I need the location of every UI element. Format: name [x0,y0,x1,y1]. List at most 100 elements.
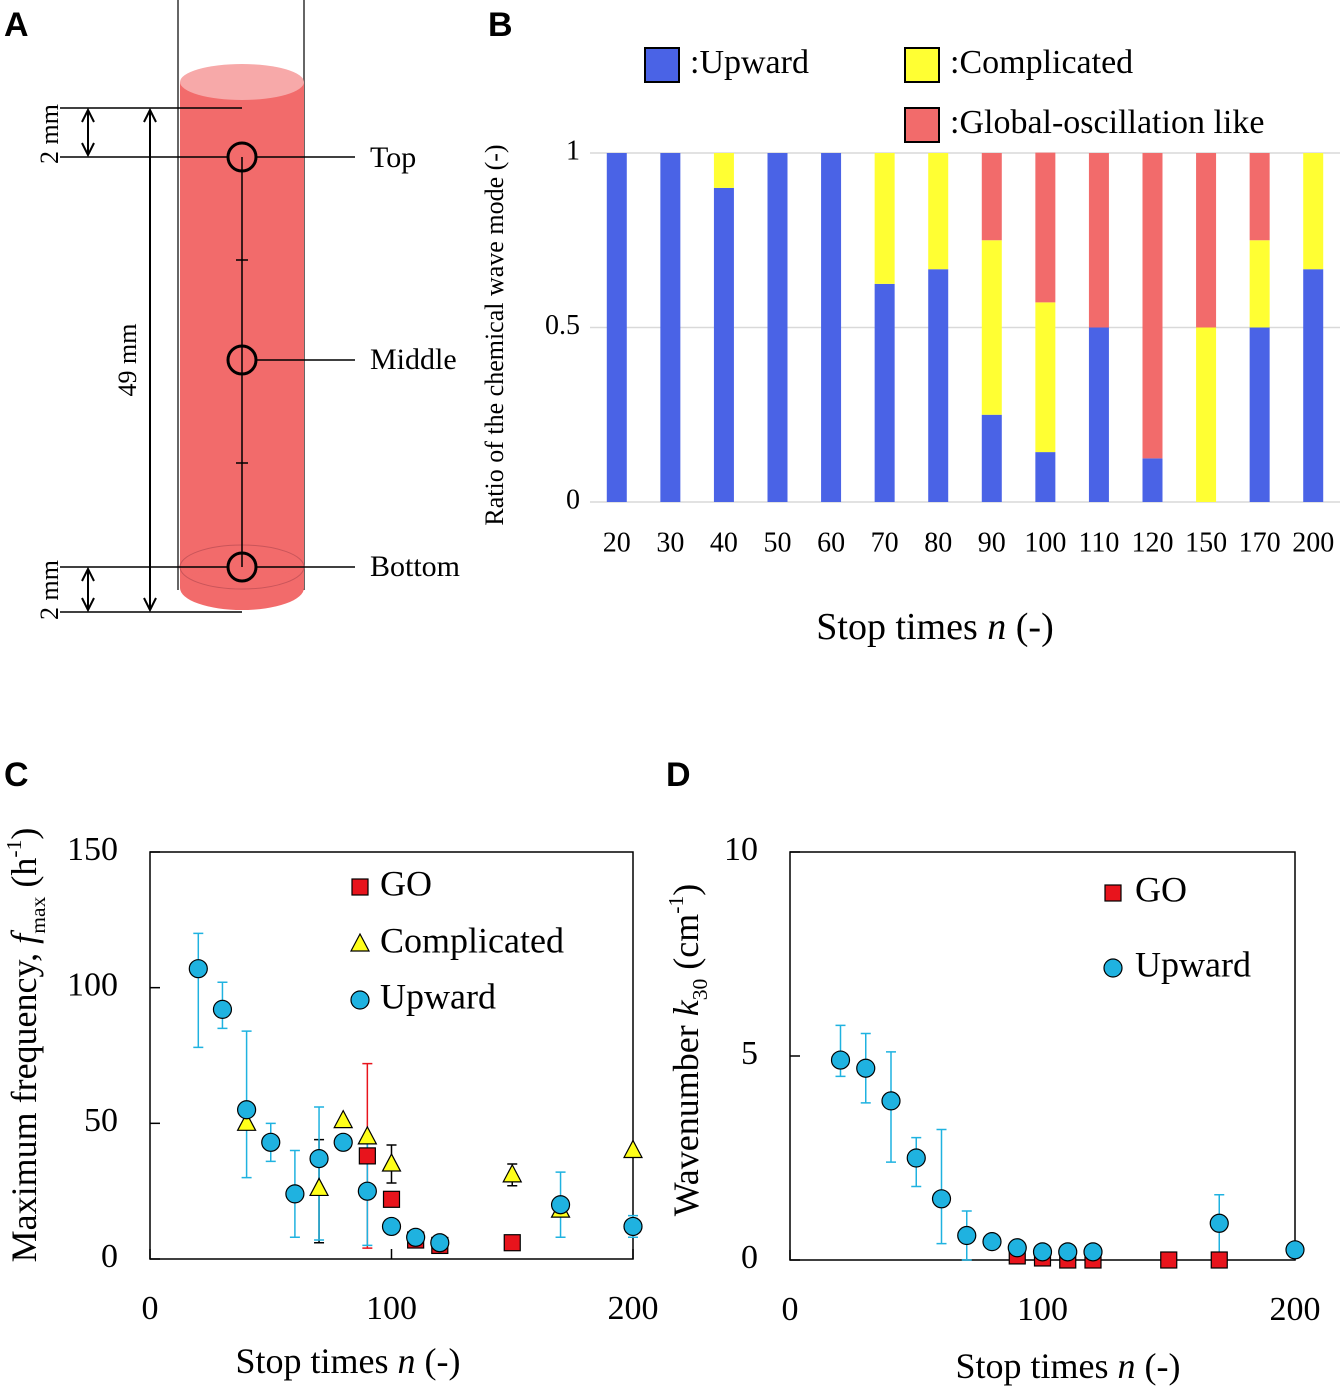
point-label: Top [370,141,416,174]
marker-triangle [236,1112,257,1131]
bar-segment [713,153,734,188]
marker-circle [1007,1238,1027,1258]
x-tick-label: 200 [1270,1291,1321,1328]
bar-segment [874,153,895,284]
y-tick-label: 50 [84,1102,118,1139]
marker-circle [357,1181,377,1201]
column-bottom [180,566,304,610]
bar-segment [981,414,1002,502]
marker-circle [261,1132,281,1152]
axis-label: Stop times n (-) [956,1346,1181,1386]
marker-circle [982,1232,1002,1252]
label-part: n [1118,1346,1136,1386]
marker-triangle [333,1109,354,1129]
x-tick-label: 100 [1017,1291,1068,1328]
x-tick-label: 80 [924,527,952,558]
bar-segment [1088,327,1109,502]
axis-label: Wavenumber k30 (cm-1) [664,884,712,1217]
x-tick-label: 20 [603,527,631,558]
legend-label: :Upward [690,44,809,81]
arrow-heads [143,107,157,613]
bar-segment [821,153,842,502]
x-tick-label: 70 [871,527,899,558]
error-bar [936,1128,947,1245]
bar-segment [928,153,949,270]
legend-marker [350,990,370,1010]
label-part: Wavenumber [666,1016,706,1216]
label-part: k [666,999,706,1016]
legend-marker [1103,958,1123,978]
marker-circle [550,1195,571,1215]
marker-circle [1083,1242,1103,1262]
label-part: 30 [688,979,712,1001]
label-part: Stop times [956,1346,1118,1386]
dimension-label: 2 mm [35,560,64,620]
y-tick-label: 150 [67,831,118,868]
y-tick-label: 0.5 [545,310,580,341]
bar-segment [981,153,1002,241]
dimension-label: 2 mm [35,104,64,164]
marker-square [1160,1251,1178,1269]
label-part: n [987,606,1006,648]
x-tick-label: 30 [656,527,684,558]
x-tick-label: 100 [1024,527,1066,558]
bar-segment [981,240,1002,415]
dimension-label: 49 mm [113,324,142,397]
legend-label: GO [380,863,432,903]
panel-letter: A [4,6,29,44]
bar-segment [928,269,949,502]
x-tick-label: 60 [817,527,845,558]
bar-segment [1196,327,1217,502]
marker-circle [333,1132,353,1152]
marker-circle [381,1216,402,1237]
marker-circle [188,959,208,979]
x-tick-label: 40 [710,527,738,558]
marker-circle [406,1227,426,1247]
panel-letter: B [488,6,513,44]
y-tick-label: 1 [566,135,580,166]
legend-marker [1104,884,1122,902]
bar-segment [1303,153,1324,270]
bar-segment [1035,152,1056,303]
marker-square [382,1190,401,1208]
tube-diagram [60,0,355,613]
marker-circle [237,1100,257,1120]
label-part: (-) [1136,1346,1181,1386]
y-axis-label: Ratio of the chemical wave mode (-) [480,144,509,525]
legend-label: Upward [1135,944,1251,984]
label-part: Stop times [236,1341,398,1381]
point-label: Middle [370,343,457,376]
label-part: -1 [664,896,688,914]
marker-circle [881,1091,901,1111]
marker-circle [1032,1242,1053,1262]
marker-square [358,1147,376,1165]
y-tick-label: 10 [724,831,758,868]
marker-circle [1285,1240,1305,1260]
error-bar [193,932,204,1049]
marker-triangle [381,1152,402,1172]
marker-circle [309,1149,329,1169]
y-tick-label: 5 [741,1035,758,1072]
x-tick-label: 150 [1185,527,1227,558]
label-part: n [398,1341,416,1381]
y-tick-label: 0 [566,484,580,515]
label-part: (cm [666,914,706,979]
label-part: (h [4,858,44,897]
point-label: Bottom [370,550,460,583]
marker-circle [931,1189,952,1209]
marker-circle [830,1050,851,1070]
bar-segment [660,153,681,502]
x-tick-label: 120 [1132,527,1174,558]
marker-circle [430,1233,450,1253]
marker-circle [1058,1242,1078,1262]
legend-label: :Global-oscillation like [950,104,1264,141]
bar-segment [1196,153,1217,328]
bar-segment [1249,327,1270,502]
legend-marker [351,878,369,896]
y-tick-label: 0 [101,1238,118,1275]
x-tick-label: 110 [1078,527,1119,558]
axis-label: Stop times n (-) [816,606,1054,648]
x-tick-label: 50 [764,527,792,558]
marker-circle [957,1225,977,1246]
